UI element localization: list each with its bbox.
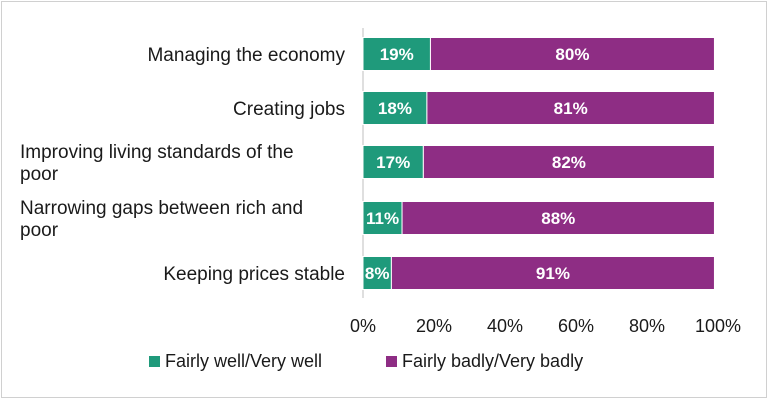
category-label-line: Managing the economy bbox=[147, 45, 345, 66]
category-label-line: poor bbox=[20, 164, 59, 185]
x-tick-label: 60% bbox=[558, 316, 594, 336]
bar-segment bbox=[401, 201, 715, 235]
category-label: Narrowing gaps between rich and poor bbox=[20, 198, 303, 241]
data-label: 19% bbox=[380, 45, 414, 64]
bar-segment bbox=[390, 256, 715, 290]
data-label: 88% bbox=[541, 209, 575, 228]
bar-segment bbox=[362, 256, 392, 290]
x-tick-label: 100% bbox=[695, 316, 741, 336]
legend-label: Fairly well/Very well bbox=[165, 351, 322, 371]
data-label: 11% bbox=[366, 209, 399, 228]
data-label: 91% bbox=[536, 264, 570, 283]
category-label-line: Improving living standards of the bbox=[20, 142, 294, 163]
bar-segment bbox=[362, 37, 431, 71]
x-tick-label: 40% bbox=[487, 316, 523, 336]
bar-segment bbox=[426, 91, 715, 125]
data-label: 82% bbox=[552, 153, 586, 172]
data-label: 80% bbox=[555, 45, 589, 64]
category-label: Managing the economy bbox=[147, 45, 345, 66]
category-label: Improving living standards of the poor bbox=[20, 142, 294, 185]
category-label-line: Keeping prices stable bbox=[163, 264, 345, 285]
data-label: 8% bbox=[365, 264, 390, 283]
x-tick-label: 80% bbox=[629, 316, 665, 336]
category-label-line: Creating jobs bbox=[233, 99, 345, 120]
category-label-line: poor bbox=[20, 220, 59, 241]
bar-segment bbox=[429, 37, 715, 71]
legend-label: Fairly badly/Very badly bbox=[402, 351, 583, 371]
category-label-line: Narrowing gaps between rich and bbox=[20, 198, 303, 219]
x-tick-label: 20% bbox=[416, 316, 452, 336]
data-label: 18% bbox=[378, 99, 412, 118]
category-label: Keeping prices stable bbox=[163, 264, 345, 285]
legend-swatch bbox=[149, 356, 160, 367]
bar-segment bbox=[422, 145, 715, 179]
legend-swatch bbox=[386, 356, 397, 367]
data-label: 17% bbox=[376, 153, 410, 172]
bar-segment bbox=[362, 201, 403, 235]
category-label: Creating jobs bbox=[233, 99, 345, 120]
x-tick-label: 0% bbox=[350, 316, 376, 336]
data-label: 81% bbox=[554, 99, 588, 118]
bar-segment bbox=[362, 91, 428, 125]
